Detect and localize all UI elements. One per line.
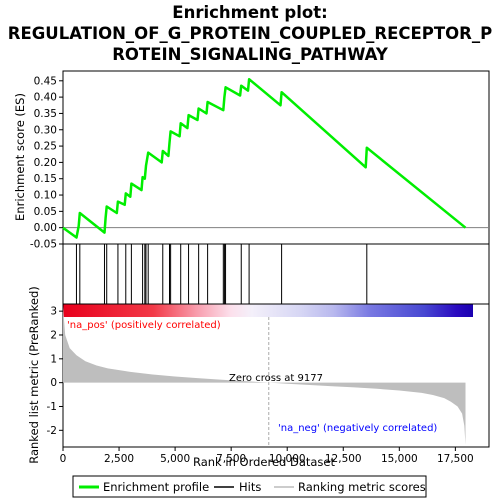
neg-correlated-label: 'na_neg' (negatively correlated): [278, 423, 437, 434]
metric-y-axis: -2 -1 0 1 2 3: [47, 306, 63, 437]
es-y-tick-label: 0.40: [34, 92, 57, 104]
es-y-axis: -0.05 0.00 0.05 0.10 0.15 0.20 0.25 0.30 0.35 0.4…: [30, 75, 63, 251]
x-tick-label: 10,000: [269, 453, 306, 465]
es-y-tick-label: 0.35: [34, 108, 57, 120]
hits-plot-frame: [62, 243, 490, 305]
es-y-tick-label: 0.25: [34, 141, 57, 153]
es-curve: [62, 77, 467, 239]
chart-title-line2: REGULATION_OF_G_PROTEIN_COUPLED_RECEPTOR…: [8, 24, 492, 43]
es-y-tick-label: 0.20: [34, 157, 57, 169]
x-tick-label: 7,500: [216, 453, 246, 465]
x-tick-label: 0: [60, 453, 67, 465]
es-plot-frame: [62, 70, 490, 245]
x-tick-label: 2,500: [104, 453, 134, 465]
x-tick-label: 12,500: [325, 453, 362, 465]
es-y-tick-label: 0.45: [34, 75, 57, 87]
metric-y-tick-label: 0: [50, 377, 57, 389]
chart-title-line3: ROTEIN_SIGNALING_PATHWAY: [112, 45, 389, 64]
x-tick-label: 17,500: [437, 453, 474, 465]
chart-title-line1: Enrichment plot:: [172, 3, 327, 22]
metric-area: [63, 306, 466, 445]
legend-box: [72, 475, 427, 498]
metric-y-tick-label: -2: [47, 425, 57, 437]
x-tick-label: 5,000: [160, 453, 190, 465]
es-y-tick-label: 0.00: [34, 222, 57, 234]
metric-y-label: Ranked list metric (PreRanked): [27, 286, 41, 464]
legend-es-label: Enrichment profile: [103, 480, 209, 494]
es-y-tick-label: 0.30: [34, 124, 57, 136]
hit-markers: [75, 244, 368, 304]
es-y-tick-label: 0.05: [34, 206, 57, 218]
es-y-tick-label: -0.05: [30, 239, 57, 251]
x-axis: 0 2,500 5,000 7,500 10,000 12,500 15,000 17,500: [60, 447, 474, 465]
metric-y-tick-label: 3: [50, 306, 57, 318]
metric-y-tick-label: -1: [47, 401, 57, 413]
es-y-tick-label: 0.10: [34, 190, 57, 202]
x-tick-label: 15,000: [381, 453, 418, 465]
es-y-label: Enrichment score (ES): [13, 93, 27, 221]
metric-y-tick-label: 2: [50, 329, 57, 341]
pos-correlated-label: 'na_pos' (positively correlated): [67, 320, 221, 331]
x-axis-label: Rank in Ordered Dataset: [193, 455, 336, 469]
es-y-tick-label: 0.15: [34, 173, 57, 185]
metric-y-tick-label: 1: [50, 353, 57, 365]
zero-cross-label: Zero cross at 9177: [229, 373, 323, 384]
legend-hits-label: Hits: [239, 480, 261, 494]
rank-color-bar: [63, 304, 473, 317]
legend-metric-label: Ranking metric scores: [298, 480, 426, 494]
